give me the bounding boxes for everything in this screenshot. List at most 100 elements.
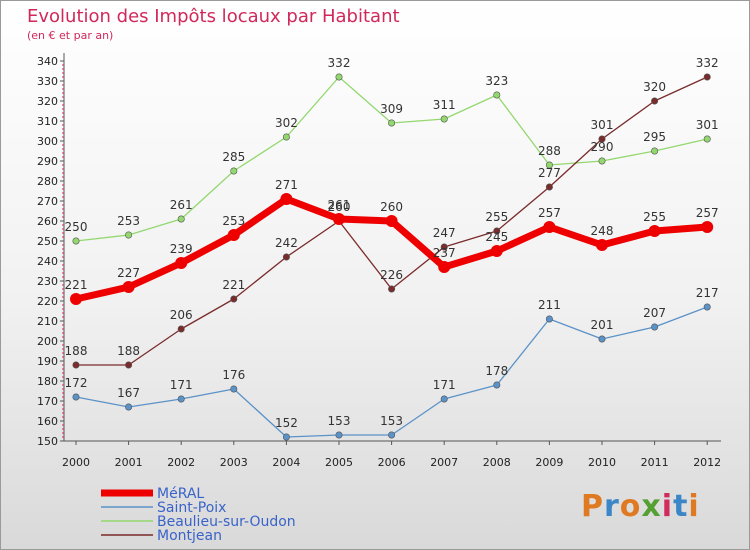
data-label: 172 xyxy=(65,376,88,390)
data-point xyxy=(598,135,606,143)
data-point xyxy=(651,147,659,155)
logo-letter: x xyxy=(641,489,662,524)
data-point xyxy=(440,243,448,251)
data-label: 295 xyxy=(643,130,666,144)
data-label: 255 xyxy=(643,210,666,224)
logo-letter: t xyxy=(673,489,689,524)
y-tick-label: 340 xyxy=(37,55,58,68)
data-point xyxy=(282,433,290,441)
data-label: 247 xyxy=(433,226,456,240)
data-point xyxy=(493,227,501,235)
data-label: 167 xyxy=(117,386,140,400)
y-tick-label: 160 xyxy=(37,415,58,428)
data-point xyxy=(125,361,133,369)
data-point xyxy=(385,215,398,227)
y-tick-label: 330 xyxy=(37,75,58,88)
data-label: 153 xyxy=(380,414,403,428)
data-label: 188 xyxy=(117,344,140,358)
data-point xyxy=(72,361,80,369)
data-point xyxy=(703,73,711,81)
x-tick-label: 2001 xyxy=(115,456,143,469)
x-tick-label: 2012 xyxy=(693,456,721,469)
data-label: 277 xyxy=(538,166,561,180)
logo-letter: r xyxy=(604,489,620,524)
data-label: 332 xyxy=(328,56,351,70)
data-point xyxy=(122,281,135,293)
y-tick-label: 220 xyxy=(37,295,58,308)
data-point xyxy=(543,221,556,233)
data-label: 178 xyxy=(485,364,508,378)
y-tick-label: 250 xyxy=(37,235,58,248)
y-tick-label: 170 xyxy=(37,395,58,408)
data-point xyxy=(490,245,503,257)
y-tick-label: 240 xyxy=(37,255,58,268)
data-point xyxy=(545,183,553,191)
data-label: 253 xyxy=(222,214,245,228)
y-tick-label: 180 xyxy=(37,375,58,388)
y-tick-label: 200 xyxy=(37,335,58,348)
chart-title: Evolution des Impôts locaux par Habitant xyxy=(27,6,400,27)
data-label: 176 xyxy=(222,368,245,382)
data-point xyxy=(335,73,343,81)
chart-subtitle: (en € et par an) xyxy=(27,29,114,42)
data-label: 271 xyxy=(275,178,298,192)
data-point xyxy=(493,381,501,389)
x-tick-label: 2006 xyxy=(378,456,406,469)
data-label: 207 xyxy=(643,306,666,320)
data-point xyxy=(388,285,396,293)
data-label: 221 xyxy=(222,278,245,292)
x-tick-label: 2010 xyxy=(588,456,616,469)
data-point xyxy=(175,257,188,269)
legend-label: MéRAL xyxy=(157,486,204,502)
data-point xyxy=(703,135,711,143)
data-point xyxy=(230,295,238,303)
data-point xyxy=(280,193,293,205)
data-label: 153 xyxy=(328,414,351,428)
data-label: 311 xyxy=(433,98,456,112)
x-tick-label: 2002 xyxy=(167,456,195,469)
data-label: 257 xyxy=(696,206,719,220)
data-point xyxy=(545,315,553,323)
data-point xyxy=(230,385,238,393)
y-tick-label: 230 xyxy=(37,275,58,288)
data-point xyxy=(703,303,711,311)
data-label: 211 xyxy=(538,298,561,312)
data-label: 221 xyxy=(65,278,88,292)
data-point xyxy=(227,229,240,241)
data-point xyxy=(177,215,185,223)
data-label: 320 xyxy=(643,80,666,94)
y-tick-label: 280 xyxy=(37,175,58,188)
x-tick-label: 2004 xyxy=(272,456,300,469)
data-point xyxy=(648,225,661,237)
x-tick-label: 2009 xyxy=(535,456,563,469)
logo-letter: i xyxy=(688,489,700,524)
data-point xyxy=(598,335,606,343)
data-point xyxy=(177,325,185,333)
data-point xyxy=(651,323,659,331)
x-tick-label: 2011 xyxy=(641,456,669,469)
data-label: 242 xyxy=(275,236,298,250)
data-point xyxy=(333,213,345,225)
logo-letter: o xyxy=(619,489,642,524)
data-label: 257 xyxy=(538,206,561,220)
data-label: 217 xyxy=(696,286,719,300)
legend-label: Montjean xyxy=(157,528,222,544)
proxiti-logo: Proxiti xyxy=(581,489,700,524)
data-label: 250 xyxy=(65,220,88,234)
data-point xyxy=(598,157,606,165)
data-label: 239 xyxy=(170,242,193,256)
data-point xyxy=(651,97,659,105)
data-label: 226 xyxy=(380,268,403,282)
x-tick-label: 2000 xyxy=(62,456,90,469)
data-label: 188 xyxy=(65,344,88,358)
x-tick-label: 2007 xyxy=(430,456,458,469)
data-label: 261 xyxy=(170,198,193,212)
data-point xyxy=(596,239,608,251)
data-point xyxy=(72,237,80,245)
data-label: 152 xyxy=(275,416,298,430)
data-point xyxy=(125,403,133,411)
data-point xyxy=(282,253,290,261)
data-point xyxy=(440,115,448,123)
